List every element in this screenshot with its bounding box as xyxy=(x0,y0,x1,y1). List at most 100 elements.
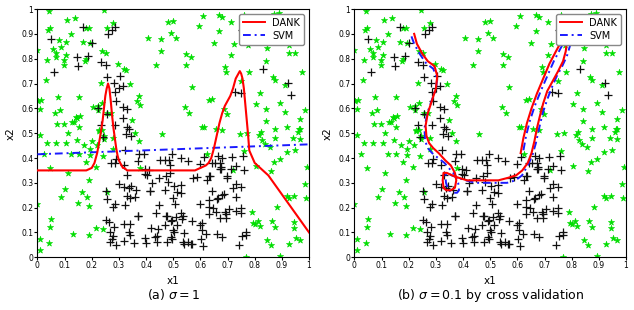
Point xyxy=(295,127,305,132)
Point xyxy=(108,234,119,239)
Point xyxy=(235,243,245,248)
Point xyxy=(435,105,445,110)
Point xyxy=(578,58,588,63)
Point xyxy=(207,160,217,165)
Point xyxy=(532,160,542,165)
Point xyxy=(521,205,531,210)
Point xyxy=(269,78,280,83)
Point xyxy=(482,162,493,167)
Point xyxy=(414,127,424,132)
Point xyxy=(165,162,176,167)
Point xyxy=(586,78,597,83)
Point xyxy=(419,111,429,116)
Point xyxy=(529,231,539,236)
Point xyxy=(570,29,580,34)
Point xyxy=(536,107,546,112)
Point xyxy=(130,194,140,199)
Point xyxy=(150,235,160,240)
Point xyxy=(258,66,268,71)
Point xyxy=(231,195,242,200)
Point xyxy=(601,43,611,48)
Point xyxy=(164,157,174,162)
Point xyxy=(587,135,597,140)
Point xyxy=(187,219,197,224)
Point xyxy=(418,25,429,30)
Point xyxy=(368,140,378,145)
Point xyxy=(457,236,467,241)
Point xyxy=(560,69,571,74)
Point xyxy=(391,124,401,129)
Point xyxy=(164,179,174,184)
Point xyxy=(401,203,411,208)
Point xyxy=(74,94,84,99)
Point xyxy=(219,210,230,215)
Point xyxy=(33,99,43,104)
Point xyxy=(249,221,259,226)
Point xyxy=(536,210,547,215)
Point xyxy=(293,130,303,135)
Point xyxy=(603,93,613,98)
Point xyxy=(413,48,424,53)
Point xyxy=(253,218,263,223)
Point xyxy=(183,158,193,163)
Point xyxy=(371,38,381,43)
Point xyxy=(100,136,110,141)
Point xyxy=(448,99,458,104)
Point xyxy=(207,189,217,194)
Point xyxy=(512,223,522,228)
Point xyxy=(239,148,249,153)
Point xyxy=(222,111,232,116)
Point xyxy=(145,189,155,194)
Point xyxy=(505,176,515,181)
Point xyxy=(376,121,386,126)
Point xyxy=(524,97,534,102)
Point xyxy=(68,232,79,237)
Point xyxy=(286,93,296,98)
Point xyxy=(579,31,589,36)
Point xyxy=(512,202,522,207)
Point xyxy=(204,211,214,216)
Point xyxy=(224,207,234,212)
Point xyxy=(101,51,111,56)
Point xyxy=(394,190,404,195)
Point xyxy=(186,241,196,246)
Point xyxy=(427,90,437,95)
Point xyxy=(599,193,609,198)
Point xyxy=(238,153,248,158)
Point xyxy=(72,137,82,142)
Point xyxy=(153,202,164,207)
Point xyxy=(579,238,589,243)
Point xyxy=(94,127,104,132)
Point xyxy=(352,247,362,252)
Point xyxy=(373,194,383,199)
Point xyxy=(69,119,79,124)
Point xyxy=(290,147,301,152)
Point xyxy=(241,232,251,237)
Point xyxy=(120,132,131,137)
Point xyxy=(44,9,54,14)
Point xyxy=(526,206,536,210)
Point xyxy=(493,211,503,216)
Point xyxy=(251,163,261,168)
Point xyxy=(119,162,129,167)
Point xyxy=(612,127,622,132)
Point xyxy=(275,254,285,259)
Point xyxy=(125,222,135,227)
Point xyxy=(612,237,623,242)
Point xyxy=(402,147,412,152)
Point xyxy=(87,139,97,144)
Point xyxy=(160,222,170,227)
Point xyxy=(84,203,94,208)
Point xyxy=(410,106,420,111)
Point xyxy=(61,53,71,58)
Point xyxy=(171,215,181,220)
Point xyxy=(96,80,106,85)
Point xyxy=(424,236,434,241)
Point xyxy=(361,241,372,246)
Point xyxy=(447,131,457,136)
Point xyxy=(110,225,120,230)
Point xyxy=(391,94,401,99)
Point xyxy=(543,166,553,171)
Point xyxy=(235,132,245,137)
Point xyxy=(524,189,534,194)
